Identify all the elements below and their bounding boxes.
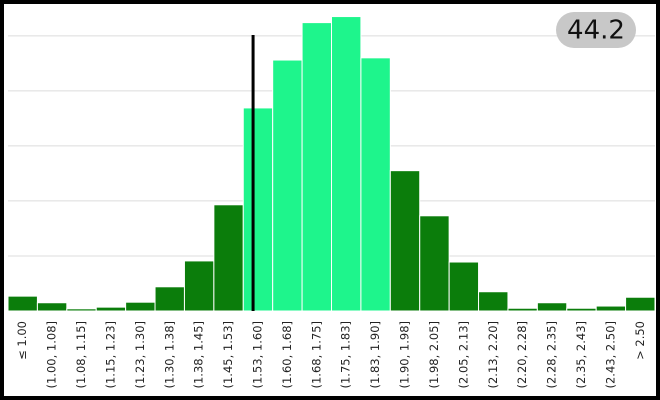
x-tick-label: (1.45, 1.53] [221, 321, 235, 389]
bar [66, 308, 97, 312]
x-tick-label: (1.08, 1.15] [74, 321, 88, 389]
bar [360, 57, 391, 312]
bar [272, 59, 303, 312]
x-tick-label: (2.05, 2.13] [456, 321, 470, 389]
x-tick-label: (1.15, 1.23] [103, 321, 117, 389]
badge: 44.2 [567, 16, 625, 46]
bar [36, 302, 68, 312]
x-tick-label: (1.90, 1.98] [398, 321, 412, 389]
bar [125, 301, 156, 312]
x-tick-label: (1.98, 2.05] [427, 321, 441, 389]
bar [536, 302, 568, 312]
x-tick-label: (1.60, 1.68] [280, 321, 294, 389]
x-tick-label: (1.75, 1.83] [339, 321, 353, 389]
bar [242, 107, 274, 312]
bar [595, 305, 627, 312]
bar [389, 170, 421, 312]
x-tick-label: (2.13, 2.20] [486, 321, 500, 389]
x-tick-label: (1.38, 1.45] [192, 321, 206, 389]
x-tick-label: (1.00, 1.08] [45, 321, 59, 389]
x-tick-label: (2.20, 2.28] [515, 321, 529, 389]
bar [183, 260, 215, 312]
badge-bg [556, 12, 636, 48]
x-tick-label: > 2.50 [633, 321, 647, 360]
x-tick-label: (1.23, 1.30] [133, 321, 147, 389]
x-tick-label: (1.53, 1.60] [250, 321, 264, 389]
plot: ≤ 1.00 (1.00, 1.08] (1.08, 1.15] (1.15, 1.2… [7, 16, 656, 389]
bar [566, 307, 597, 312]
x-tick-label: (1.83, 1.90] [368, 321, 382, 389]
x-tick-label: (1.68, 1.75] [309, 321, 323, 389]
x-tick-label: (2.35, 2.43] [574, 321, 588, 389]
x-tick-label: (1.30, 1.38] [162, 321, 176, 389]
bar [625, 296, 656, 312]
bar [301, 22, 333, 312]
x-tick-label: (2.43, 2.50] [603, 321, 617, 389]
bar [95, 306, 127, 312]
bar [213, 204, 244, 312]
bar [478, 291, 509, 312]
bar [7, 295, 38, 312]
bar [419, 215, 450, 312]
bar [331, 16, 362, 312]
x-tick-label: ≤ 1.00 [15, 321, 29, 360]
bar [154, 286, 185, 312]
bar [448, 261, 480, 312]
bar [507, 307, 538, 312]
x-tick-label: (2.28, 2.35] [545, 321, 559, 389]
